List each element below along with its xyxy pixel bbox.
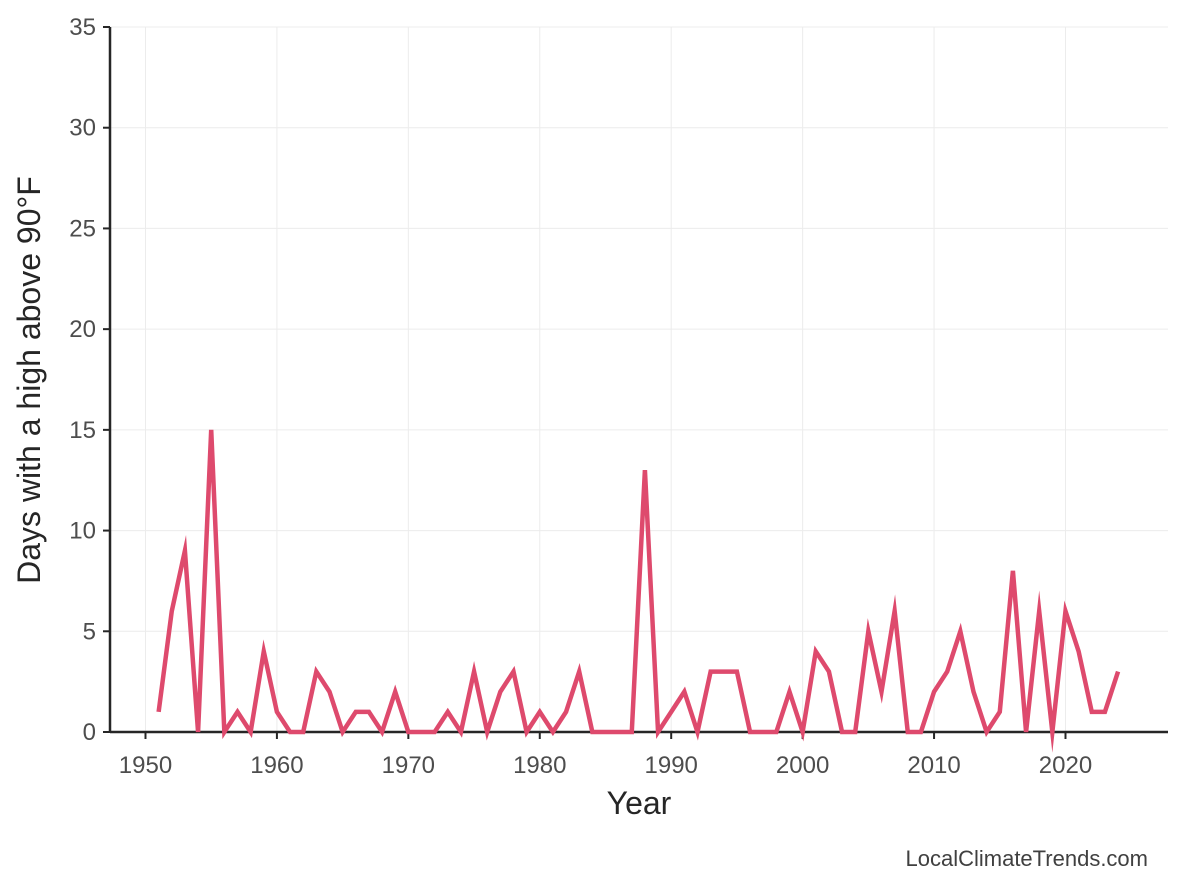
y-tick-label: 10 — [69, 518, 96, 545]
source-credit: LocalClimateTrends.com — [905, 846, 1149, 871]
y-tick-label: 30 — [69, 115, 96, 142]
y-tick-label: 5 — [83, 618, 96, 645]
x-tick-label: 1990 — [645, 752, 698, 779]
series-layer — [156, 429, 1121, 753]
y-tick-label: 0 — [83, 719, 96, 746]
x-axis-title: Year — [607, 785, 672, 821]
y-tick-label: 35 — [69, 14, 96, 41]
x-tick-label: 1970 — [382, 752, 435, 779]
y-tick-label: 15 — [69, 417, 96, 444]
series-line — [156, 429, 1121, 753]
y-tick-label: 20 — [69, 316, 96, 343]
x-tick-label: 2000 — [776, 752, 829, 779]
x-tick-label: 1950 — [119, 752, 172, 779]
gridlines — [110, 26, 1168, 733]
x-tick-label: 1960 — [250, 752, 303, 779]
x-tick-label: 1980 — [513, 752, 566, 779]
x-tick-label: 2020 — [1039, 752, 1092, 779]
axes: 0 5 10 15 20 25 30 35 1950 1960 1970 1980 1990 2000 20… — [69, 14, 1168, 779]
y-tick-label: 25 — [69, 215, 96, 242]
x-tick-label: 2010 — [907, 752, 960, 779]
y-axis-title: Days with a high above 90°F — [11, 176, 47, 584]
